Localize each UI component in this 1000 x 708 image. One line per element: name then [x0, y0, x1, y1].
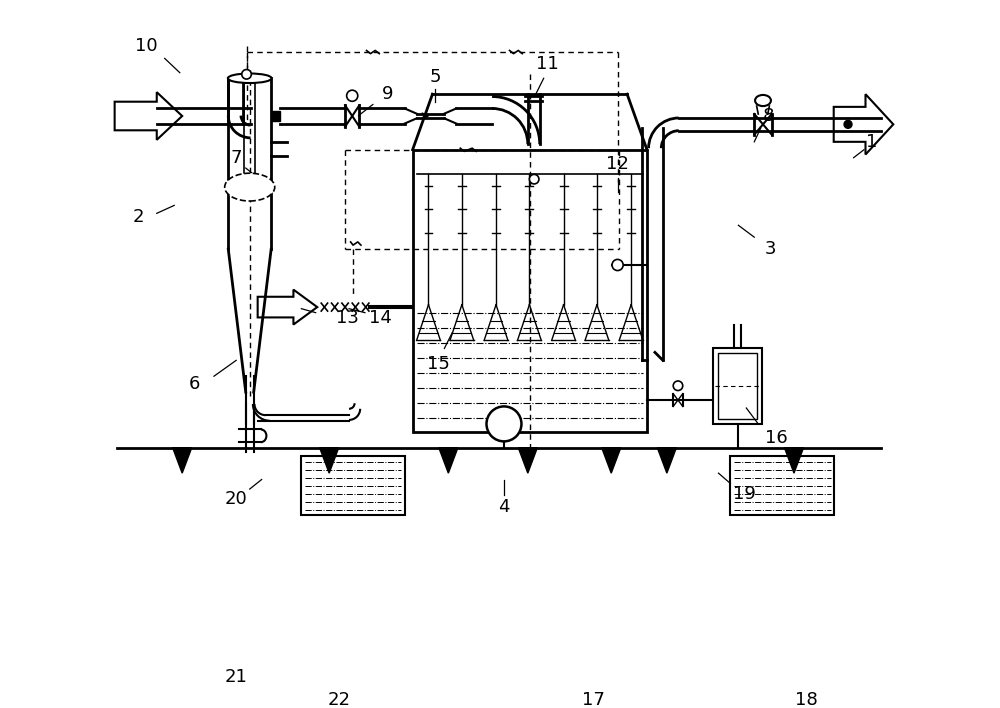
Text: 7: 7 — [230, 149, 242, 166]
Polygon shape — [320, 447, 339, 473]
Circle shape — [673, 381, 683, 391]
Ellipse shape — [228, 74, 272, 83]
Text: 5: 5 — [429, 68, 441, 86]
Text: 22: 22 — [328, 692, 351, 708]
Polygon shape — [784, 447, 804, 473]
Bar — [301, 456, 405, 515]
Bar — [713, 348, 762, 424]
Text: 10: 10 — [135, 38, 158, 55]
Bar — [730, 456, 834, 515]
Text: 2: 2 — [133, 208, 144, 227]
Text: 20: 20 — [225, 491, 248, 508]
Text: 4: 4 — [498, 498, 510, 516]
Text: 16: 16 — [765, 429, 788, 447]
Text: 3: 3 — [764, 240, 776, 258]
Text: 21: 21 — [225, 668, 248, 685]
Text: 6: 6 — [188, 375, 200, 393]
Polygon shape — [657, 447, 676, 473]
Ellipse shape — [755, 95, 771, 106]
Polygon shape — [518, 447, 537, 473]
Text: 17: 17 — [582, 692, 605, 708]
Bar — [244, 82, 255, 193]
Text: 11: 11 — [536, 55, 559, 73]
Polygon shape — [173, 447, 192, 473]
Text: 1: 1 — [866, 133, 878, 151]
Circle shape — [242, 69, 251, 79]
Text: 18: 18 — [795, 692, 817, 708]
Text: 9: 9 — [381, 85, 393, 103]
Bar — [718, 353, 757, 419]
Polygon shape — [272, 111, 280, 121]
Ellipse shape — [225, 173, 275, 201]
Polygon shape — [439, 447, 458, 473]
Text: 8: 8 — [763, 108, 774, 125]
Text: 19: 19 — [733, 485, 756, 503]
Circle shape — [844, 120, 852, 128]
Bar — [413, 150, 647, 432]
Circle shape — [347, 90, 358, 101]
Polygon shape — [602, 447, 621, 473]
Text: 12: 12 — [606, 155, 629, 173]
Circle shape — [529, 174, 539, 184]
Circle shape — [612, 259, 623, 270]
Text: 14: 14 — [369, 309, 392, 327]
Text: 13: 13 — [336, 309, 359, 327]
Text: 15: 15 — [427, 355, 449, 373]
Circle shape — [486, 406, 521, 441]
